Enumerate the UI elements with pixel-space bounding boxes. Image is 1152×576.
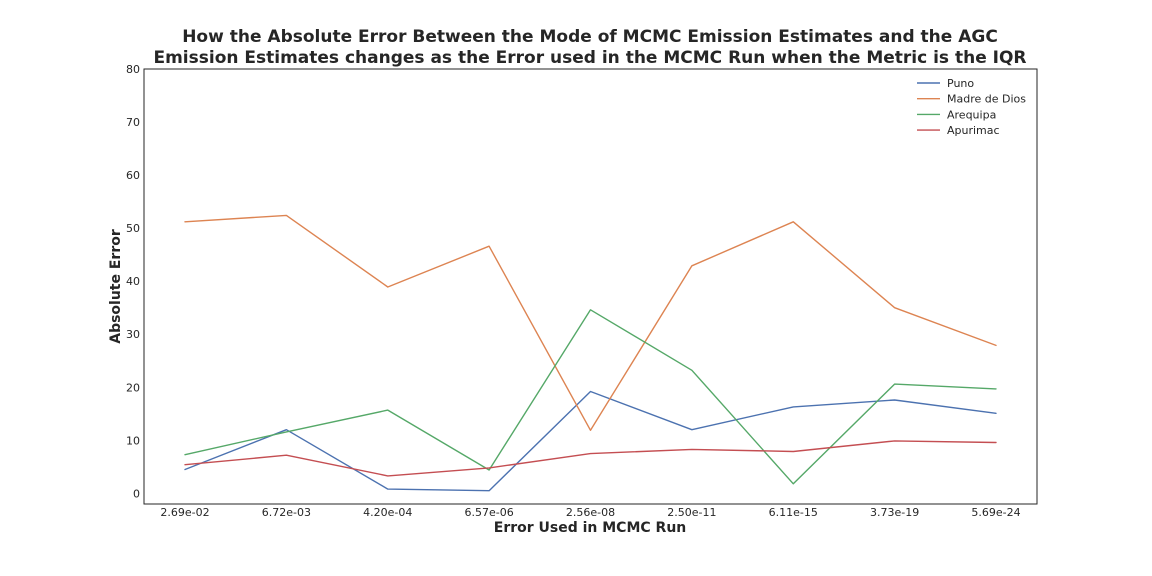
- x-tick-label: 2.50e-11: [667, 506, 716, 519]
- plot-layer: [184, 214, 997, 492]
- legend-label: Arequipa: [947, 108, 996, 121]
- x-tick-label: 3.73e-19: [870, 506, 919, 519]
- y-axis-label: Absolute Error: [108, 229, 124, 344]
- y-tick-label: 80: [126, 63, 140, 76]
- y-tick-label: 50: [126, 222, 140, 235]
- y-tick-label: 30: [126, 328, 140, 341]
- legend-label: Apurimac: [947, 124, 1000, 137]
- plot-area-frame: [143, 68, 1038, 505]
- x-tick-label: 6.57e-06: [465, 506, 514, 519]
- x-tick-label: 2.56e-08: [566, 506, 615, 519]
- series-line-madre-de-dios: [184, 214, 997, 431]
- y-tick-label: 70: [126, 116, 140, 129]
- chart-title-line-1: How the Absolute Error Between the Mode …: [182, 27, 998, 47]
- x-tick-label: 6.72e-03: [262, 506, 311, 519]
- y-tick-label: 40: [126, 275, 140, 288]
- series-line-apurimac: [184, 440, 997, 477]
- legend-label: Puno: [947, 77, 974, 90]
- chart-title-line-2: Emission Estimates changes as the Error …: [153, 48, 1026, 68]
- y-tick-label: 60: [126, 169, 140, 182]
- x-tick-label: 5.69e-24: [971, 506, 1020, 519]
- x-tick-label: 2.69e-02: [160, 506, 209, 519]
- legend: Puno Madre de Dios Arequipa Apurimac: [917, 77, 1026, 137]
- x-tick-label: 4.20e-04: [363, 506, 412, 519]
- x-tick-label: 6.11e-15: [769, 506, 818, 519]
- x-axis-label: Error Used in MCMC Run: [494, 520, 687, 536]
- tick-layer: 2.69e-02 6.72e-03 4.20e-04 6.57e-06 2.56e-08…: [126, 63, 1021, 519]
- y-tick-label: 10: [126, 434, 140, 447]
- legend-label: Madre de Dios: [947, 93, 1026, 106]
- y-tick-label: 0: [133, 487, 140, 500]
- series-line-arequipa: [184, 309, 997, 485]
- series-line-puno: [184, 390, 997, 492]
- y-tick-label: 20: [126, 381, 140, 394]
